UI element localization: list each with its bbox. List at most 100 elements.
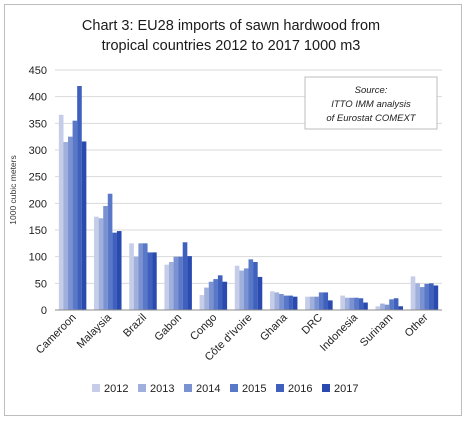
gridlines [55,69,442,284]
category-label: Indonesia [318,311,361,354]
bar [363,302,368,310]
bar [340,295,345,310]
category-label: Cameroon [34,312,79,357]
bar [274,292,280,310]
bar [283,295,289,310]
bar [129,243,134,310]
category-label: Congo [188,312,219,343]
bar [81,141,87,310]
annotation-line-1: Source: [355,85,388,96]
y-tick-label: 250 [29,172,47,184]
legend-swatch [322,384,330,392]
bar [72,120,78,310]
bar [168,262,174,310]
bar [213,279,218,310]
bar [328,300,333,310]
bar [63,142,69,310]
bar [182,242,188,310]
bar [199,295,205,310]
bar [398,306,403,310]
bar [288,295,293,310]
bar [433,285,439,310]
chart-title-line-1: Chart 3: EU28 imports of sawn hardwood f… [82,18,380,34]
bar [77,86,82,310]
category-label: Brazil [121,312,149,340]
bar [173,256,179,310]
bar [269,291,275,310]
bar [138,243,143,310]
bar [107,193,113,310]
bar [103,206,108,310]
annotation-box [304,76,438,130]
bar [309,296,315,310]
bar [384,304,390,310]
bar [410,276,416,310]
legend-label: 2016 [288,383,312,395]
bar [257,276,263,310]
bar [152,252,157,310]
legend-label: 2012 [104,383,128,395]
bar [187,256,192,310]
bar [358,298,364,310]
bar [248,259,254,310]
bar [314,296,319,310]
category-label: Other [403,311,431,339]
legend-label: 2014 [196,383,220,395]
chart-title: Chart 3: EU28 imports of sawn hardwood f… [82,18,380,54]
bar [239,270,244,310]
y-tick-label: 150 [29,225,47,237]
legend-label: 2017 [334,383,358,395]
bar [354,297,359,310]
legend-swatch [276,384,284,392]
annotation-line-2: ITTO IMM analysis [331,99,411,110]
bar [253,262,258,310]
bar [217,275,223,310]
category-label: Malaysia [75,311,115,351]
y-tick-labels: 0 50 100 150 200 250 300 350 400 450 [29,65,47,317]
bar [94,216,99,310]
bar [393,298,399,310]
bar [349,297,355,310]
chart-frame [4,4,462,416]
category-label: DRC [300,312,325,337]
bar [389,299,394,310]
y-tick-label: 50 [35,278,47,290]
chart-title-line-2: tropical countries 2012 to 2017 1000 m3 [102,38,361,54]
bar [279,294,284,310]
bar [116,231,122,310]
bar [222,281,228,310]
y-tick-label: 300 [29,145,47,157]
bar [428,283,434,310]
bar [380,303,385,310]
bar [208,281,214,310]
y-tick-label: 100 [29,252,47,264]
bar [112,232,117,310]
y-tick-label: 200 [29,198,47,210]
bar [204,287,209,310]
bar [133,256,139,310]
annotation-line-3: of Eurostat COMEXT [326,113,416,124]
bar [164,264,170,310]
bar [147,252,153,310]
legend-swatch [138,384,146,392]
y-tick-label: 0 [41,305,47,317]
y-tick-label: 450 [29,65,47,77]
bar [419,287,425,310]
source-annotation: Source: ITTO IMM analysis of Eurostat CO… [304,76,438,130]
legend-swatch [230,384,238,392]
bar [243,268,249,310]
bar [292,296,298,310]
category-label: Gabon [152,312,184,344]
bar [142,243,148,310]
bar [344,297,350,310]
bar [178,256,183,310]
bars [58,86,439,310]
bar [68,136,73,310]
legend: 2012 2013 2014 2015 2016 2017 [92,383,358,395]
bar [305,296,310,310]
bar [234,265,240,310]
bar [415,283,420,310]
bar [98,218,104,310]
